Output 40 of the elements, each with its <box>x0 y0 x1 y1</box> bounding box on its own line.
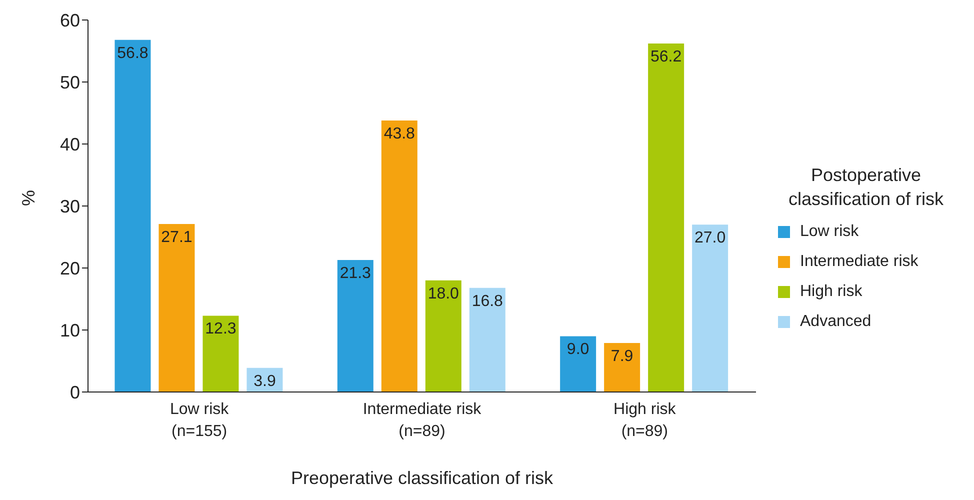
bar <box>114 40 151 392</box>
text: 12.3 <box>205 320 236 338</box>
text: 27.0 <box>694 230 726 247</box>
x-axis-title: Preoperative classification of risk <box>290 468 554 488</box>
text: 16.8 <box>472 292 503 310</box>
bar <box>158 224 195 392</box>
bar <box>337 260 374 392</box>
text: 56.2 <box>650 48 682 66</box>
y-tick-label: 0 <box>70 382 80 402</box>
y-tick-label: 60 <box>60 10 80 30</box>
x-tick-label: Intermediate risk (n=89) <box>362 401 482 440</box>
y-tick-label: 30 <box>60 196 80 216</box>
bar <box>560 336 596 392</box>
legend-label: Advanced <box>799 312 872 332</box>
text: 27.1 <box>161 228 192 246</box>
text: 56.8 <box>117 44 148 62</box>
y-tick-label: 40 <box>60 134 80 154</box>
bar <box>648 44 684 392</box>
legend-label: High risk <box>799 282 864 302</box>
x-tick-label: High risk (n=89) <box>614 401 677 440</box>
y-tick-label: 20 <box>60 258 80 278</box>
bar <box>469 288 506 392</box>
legend-title: Postoperative classification of risk <box>787 164 945 211</box>
y-axis-title: % <box>18 190 38 206</box>
text: 3.9 <box>254 372 276 390</box>
legend-label: Intermediate risk <box>799 252 920 272</box>
text: 9.0 <box>566 341 590 358</box>
text: 7.9 <box>610 348 634 366</box>
bar <box>202 316 239 392</box>
legend-label: Low risk <box>799 222 860 242</box>
text: 21.3 <box>340 264 371 282</box>
y-tick-label: 10 <box>60 320 80 340</box>
bar <box>604 343 640 392</box>
bar <box>381 120 418 392</box>
bar <box>425 280 462 392</box>
bar <box>692 224 728 392</box>
x-tick-label: Low risk (n=155) <box>170 401 230 440</box>
y-tick-label: 50 <box>60 72 80 92</box>
text: 18.0 <box>428 285 459 302</box>
text: 43.8 <box>384 125 415 142</box>
